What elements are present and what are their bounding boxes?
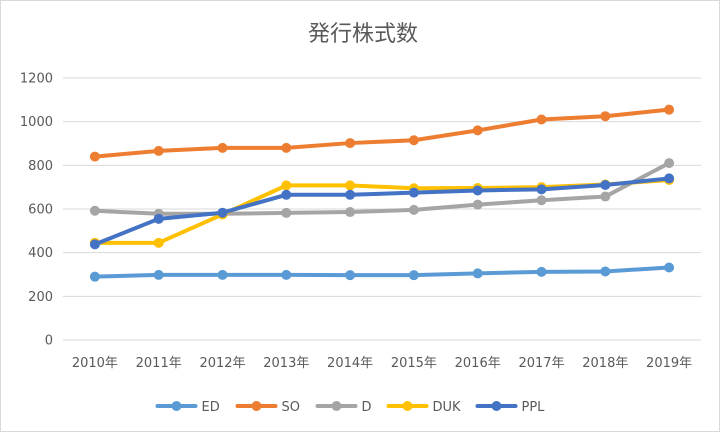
data-point [536,195,547,206]
legend-label: ED [202,400,220,415]
data-point [281,180,292,191]
series-line [92,107,672,159]
data-point [408,270,419,281]
data-point [345,138,356,149]
data-point [345,207,356,218]
data-point [217,207,228,218]
data-point [89,239,100,250]
x-tick-label: 2010年 [72,356,118,371]
data-point [472,268,483,279]
data-point [345,180,356,191]
data-point [153,145,164,156]
series-ed [89,262,675,282]
data-point [281,207,292,218]
data-point [536,184,547,195]
x-tick-label: 2011年 [136,356,182,371]
y-tick-label: 200 [28,290,53,305]
chart-title: 発行株式数 [308,22,418,47]
x-tick-label: 2015年 [391,356,437,371]
x-tick-label: 2012年 [199,356,245,371]
data-point [600,191,611,202]
data-point [153,213,164,224]
legend-swatch-marker [171,401,182,411]
legend-swatch-marker [402,401,413,411]
data-point [281,189,292,200]
x-tick-label: 2017年 [518,356,564,371]
data-point [408,187,419,198]
series-so [89,104,675,162]
y-tick-label: 600 [28,203,53,218]
data-point [281,142,292,153]
axes: 0 200 400 600 800 1000 1200 2010年 2011年 2012年 2013… [20,72,701,371]
legend: ED SO D DUK PPL [155,400,546,415]
data-point [345,270,356,281]
data-point [217,269,228,280]
x-tick-label: 2019年 [646,356,692,371]
legend-item-so: SO [235,400,300,415]
series-lines [89,104,675,282]
legend-item-d: D [315,400,372,415]
data-point [89,205,100,216]
series-line [92,265,672,279]
legend-item-ed: ED [155,400,220,415]
data-point [345,189,356,200]
data-point [600,179,611,190]
y-tick-label: 1200 [20,72,53,87]
legend-label: D [362,400,372,415]
data-point [89,151,100,162]
data-point [664,262,675,273]
data-point [472,185,483,196]
x-tick-label: 2016年 [455,356,501,371]
data-point [408,204,419,215]
x-tick-label: 2014年 [327,356,373,371]
y-tick-label: 0 [45,334,53,349]
data-point [472,125,483,136]
y-tick-label: 800 [28,159,53,174]
data-point [472,199,483,210]
data-point [536,266,547,277]
data-point [664,158,675,169]
series-ppl [89,173,675,250]
legend-label: PPL [522,400,546,415]
data-point [664,173,675,184]
data-point [536,114,547,125]
data-point [153,237,164,248]
legend-swatch-marker [331,401,342,411]
series-line [92,176,672,247]
data-point [217,142,228,153]
y-tick-label: 400 [28,246,53,261]
x-tick-label: 2013年 [263,356,309,371]
y-tick-label: 1000 [20,115,53,130]
data-point [408,135,419,146]
data-point [89,271,100,282]
data-point [153,269,164,280]
legend-label: SO [282,400,300,415]
data-point [600,111,611,122]
data-point [664,104,675,115]
data-point [600,266,611,277]
legend-item-ppl: PPL [475,400,546,415]
legend-label: DUK [433,400,462,415]
legend-swatch-marker [491,401,502,411]
legend-swatch-marker [251,401,262,411]
data-point [281,269,292,280]
x-tick-label: 2018年 [582,356,628,371]
legend-item-duk: DUK [386,400,462,415]
